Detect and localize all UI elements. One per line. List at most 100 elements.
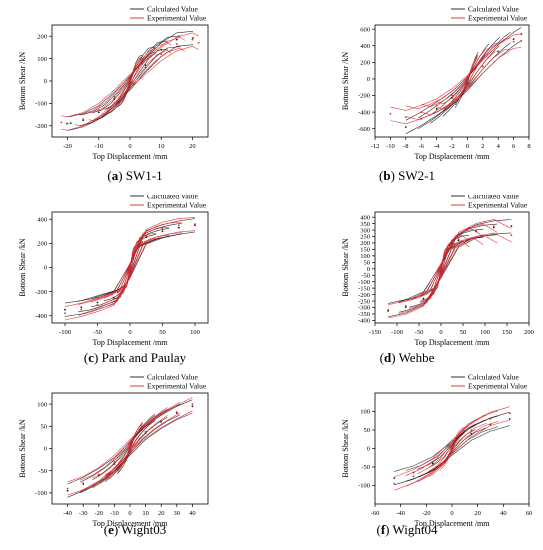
caption-paren: ( [378, 168, 384, 183]
caption-letter: f [380, 522, 386, 537]
data-point [161, 230, 164, 233]
x-tick-label: 20 [474, 510, 481, 517]
y-tick-label: -200 [35, 123, 47, 130]
series-0-loop-rise [104, 420, 156, 483]
x-axis-label: Top Displacement /mm [415, 338, 491, 347]
series-0-loop-fall [92, 40, 168, 113]
caption-paren: ( [376, 522, 381, 537]
series-1 [393, 406, 511, 491]
data-point [431, 464, 434, 467]
data-point [422, 298, 425, 301]
series-1-loop-rise [102, 53, 158, 115]
y-tick-label: 100 [37, 401, 47, 408]
data-point [420, 111, 423, 113]
plot-frame [374, 211, 530, 324]
data-point [404, 116, 407, 118]
caption-text: Wehbe [398, 350, 435, 365]
legend-label: Experimental Value [468, 14, 528, 23]
data-point [129, 269, 131, 271]
y-tick-label: 50 [364, 427, 371, 434]
series-1-loop-fall [90, 226, 170, 303]
data-point [422, 297, 425, 300]
data-point [404, 126, 407, 128]
y-tick-label: -200 [35, 289, 47, 296]
y-tick-label: 350 [360, 221, 370, 228]
x-tick-label: 2 [481, 143, 484, 150]
caption-paren: ) [118, 168, 126, 183]
legend-label: Calculated Value [468, 373, 520, 382]
data-point [191, 403, 194, 405]
y-tick-label: 200 [37, 241, 47, 248]
data-point [177, 224, 180, 227]
legend-label: Experimental Value [468, 201, 528, 210]
data-point [145, 235, 148, 237]
data-point [512, 38, 515, 40]
data-point [97, 473, 100, 476]
data-point [80, 306, 83, 309]
data-point [481, 65, 484, 68]
x-tick-label: 100 [480, 329, 490, 336]
x-tick-label: -10 [386, 143, 395, 150]
legend-label: Calculated Value [147, 195, 199, 201]
data-point [497, 50, 500, 53]
series-1-loop-fall [64, 217, 196, 307]
y-tick-label: 200 [360, 60, 370, 67]
data-point [194, 223, 196, 225]
x-tick-label: 40 [500, 510, 507, 517]
y-tick-label: 300 [360, 227, 370, 234]
series-1-loop-rise [390, 47, 522, 125]
caption-letter: e [108, 522, 114, 537]
data-point [404, 305, 407, 308]
y-tick-label: 100 [37, 56, 47, 63]
x-tick-label: 0 [128, 329, 131, 336]
caption-text: Wight04 [392, 522, 438, 537]
x-tick-label: -50 [93, 329, 102, 336]
data-point [177, 226, 180, 229]
y-axis-label: Bottom Shear /kN [341, 419, 350, 477]
x-tick-label: 60 [526, 510, 533, 517]
data-point [475, 229, 478, 231]
x-tick-label: 40 [189, 510, 196, 517]
y-tick-label: -100 [35, 101, 47, 108]
data-point [466, 81, 469, 84]
x-axis-label: Top Displacement /mm [415, 519, 491, 528]
data-point [492, 225, 495, 228]
series-1 [387, 219, 513, 319]
panel-caption: (f) Wight04 [327, 522, 487, 538]
data-point [191, 405, 194, 408]
y-tick-label: -100 [358, 483, 370, 490]
y-tick-label: -400 [35, 313, 47, 320]
series-1-loop-rise [116, 58, 144, 107]
panel-caption: (a) SW1-1 [55, 168, 215, 184]
data-point [129, 445, 131, 448]
series-1-loop-fall [436, 48, 490, 105]
y-axis-label: Bottom Shear /kN [18, 238, 27, 296]
legend-label: Calculated Value [147, 373, 199, 382]
series-1-loop-fall [398, 223, 498, 304]
caption-letter: c [88, 350, 95, 365]
series-1-loop-rise [88, 50, 172, 121]
y-tick-label: -50 [361, 272, 370, 279]
x-tick-label: 20 [158, 510, 165, 517]
x-tick-label: -20 [422, 510, 431, 517]
series-1-loop-rise [79, 412, 181, 492]
y-tick-label: 400 [360, 214, 370, 221]
series-1-loop-rise [388, 232, 512, 319]
data-point [457, 239, 460, 242]
x-tick-label: 0 [466, 143, 469, 150]
series-0-loop-fall [117, 54, 143, 105]
y-tick-label: 50 [364, 260, 371, 267]
caption-paren: ) [390, 168, 399, 183]
y-tick-label: -350 [358, 311, 370, 318]
y-tick-label: 0 [44, 265, 47, 272]
y-tick-label: -400 [358, 318, 370, 325]
series-1-loop-rise [398, 234, 498, 314]
x-tick-label: 10 [158, 143, 165, 150]
caption-paren: ) [385, 522, 393, 537]
y-tick-label: -100 [358, 279, 370, 286]
series-1 [389, 33, 523, 125]
caption-text: Wight03 [121, 522, 167, 537]
x-tick-label: -100 [391, 329, 403, 336]
x-tick-label: 50 [460, 329, 467, 336]
series-1 [66, 397, 194, 496]
